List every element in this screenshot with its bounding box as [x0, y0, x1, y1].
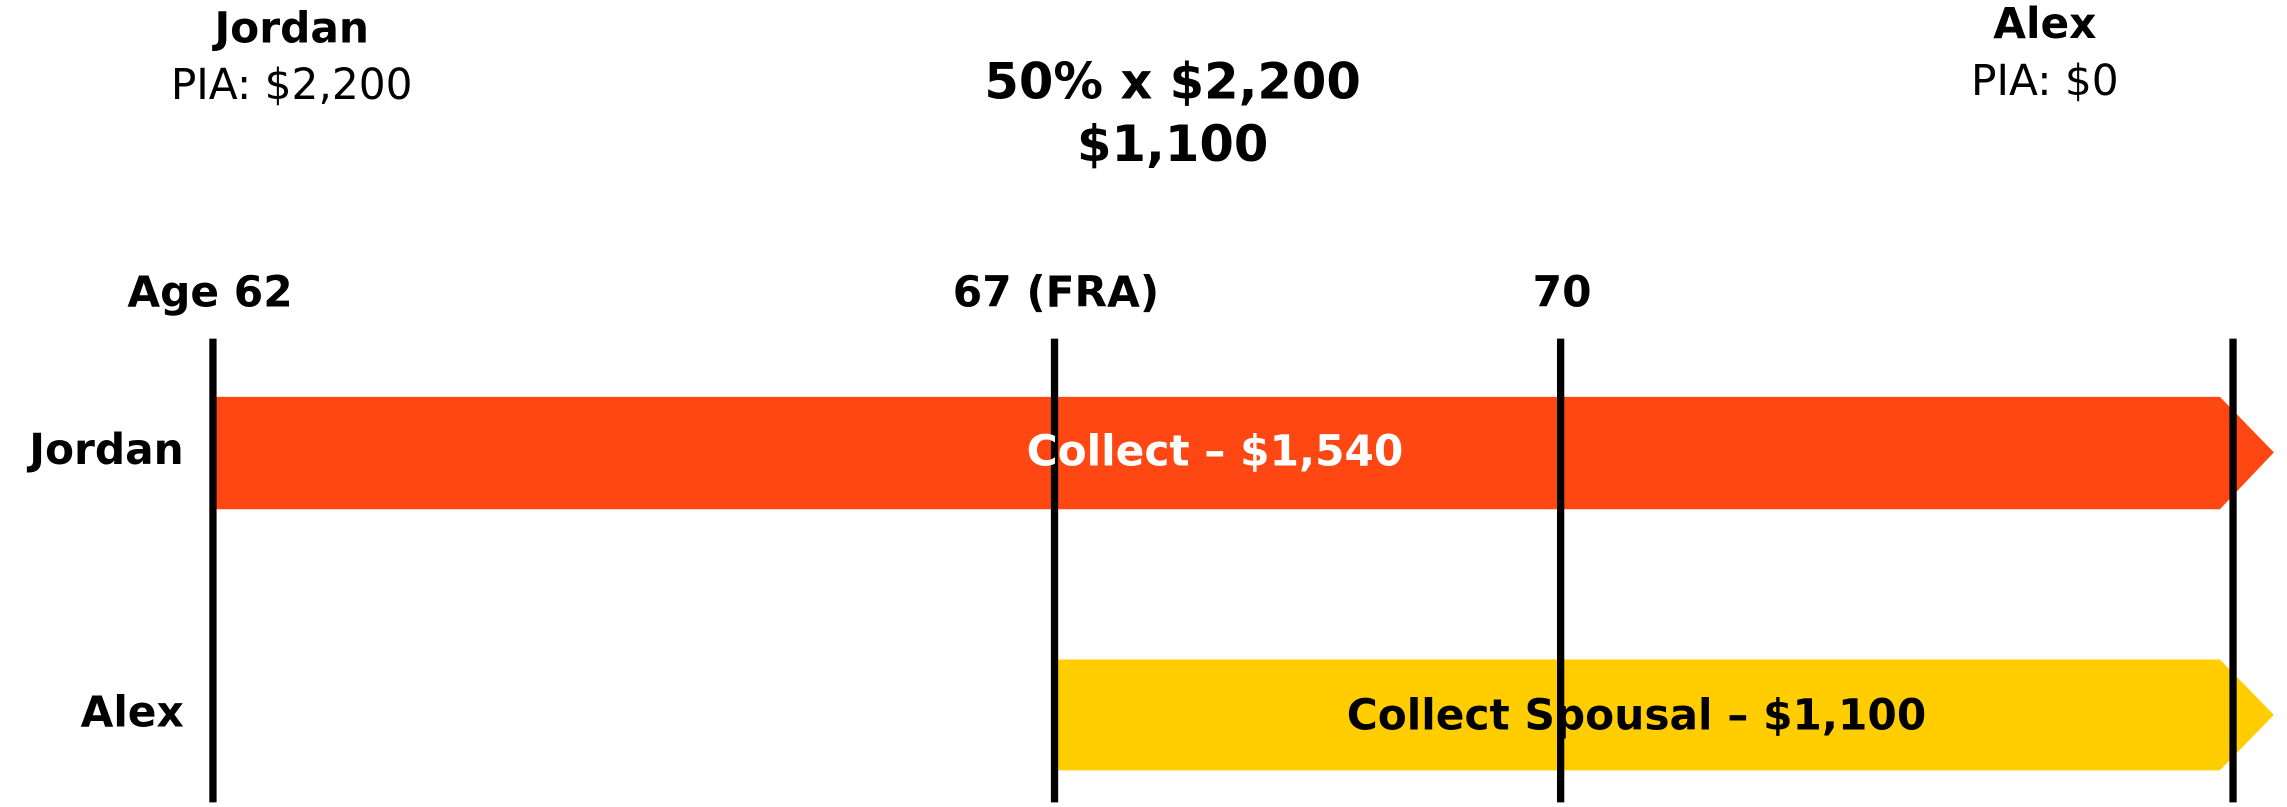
formula-result: $1,100: [1077, 115, 1268, 173]
bar-label: Collect – $1,540: [1027, 426, 1404, 475]
person-pia: PIA: $2,200: [171, 60, 413, 109]
bar-label: Collect Spousal – $1,100: [1347, 690, 1927, 739]
person-name: Alex: [1993, 0, 2096, 48]
age-label: 70: [1533, 267, 1592, 316]
person-name: Jordan: [211, 3, 369, 52]
age-label: Age 62: [127, 267, 292, 316]
formula: 50% x $2,200: [984, 52, 1360, 110]
row-label: Alex: [81, 687, 184, 736]
alex-bar: [1057, 659, 2274, 771]
age-label: 67 (FRA): [953, 267, 1159, 316]
person-pia: PIA: $0: [1971, 56, 2119, 105]
row-label: Jordan: [26, 425, 184, 474]
jordan-bar: [215, 396, 2274, 510]
